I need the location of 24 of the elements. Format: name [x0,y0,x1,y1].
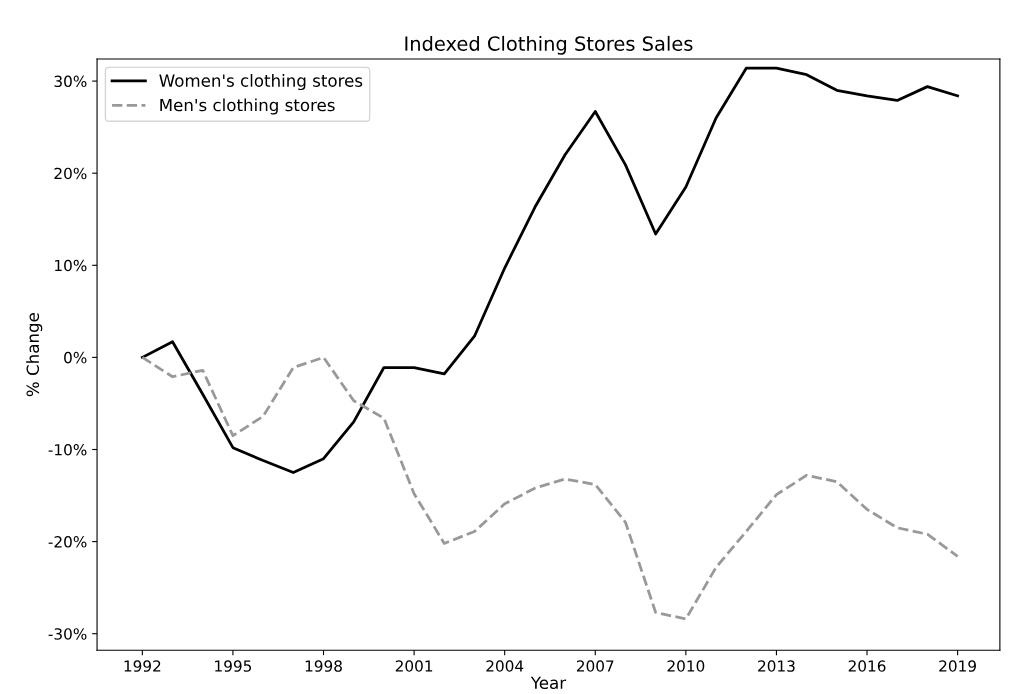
x-tick-label: 2016 [848,660,886,672]
x-tick-label: 2010 [667,660,705,672]
x-tick-label: 2013 [758,660,795,672]
y-tick-label: -20% [48,536,87,548]
legend-label: Men's clothing stores [160,98,335,115]
x-tick-label: 1998 [305,660,342,672]
x-tick-label: 2004 [486,660,524,672]
legend-label: Women's clothing stores [159,73,363,91]
x-tick-label: 2019 [939,660,976,672]
x-tick-label: 2001 [395,660,433,672]
y-tick-label: 20% [54,167,87,180]
chart-title: Indexed Clothing Stores Sales [405,35,693,55]
line-series [140,356,959,621]
line-series [140,66,959,474]
y-tick-label: 0% [64,351,87,364]
x-axis-title: Year [530,676,567,690]
y-axis-title: % Change [26,313,43,397]
y-tick-label: -10% [48,443,87,456]
y-tick-label: -30% [48,628,87,640]
x-tick-label: 2007 [576,660,614,672]
x-tick-label: 1995 [215,660,252,672]
y-tick-label: 10% [55,259,87,272]
y-tick-label: 30% [54,75,87,88]
x-tick-label: 1992 [124,660,161,672]
